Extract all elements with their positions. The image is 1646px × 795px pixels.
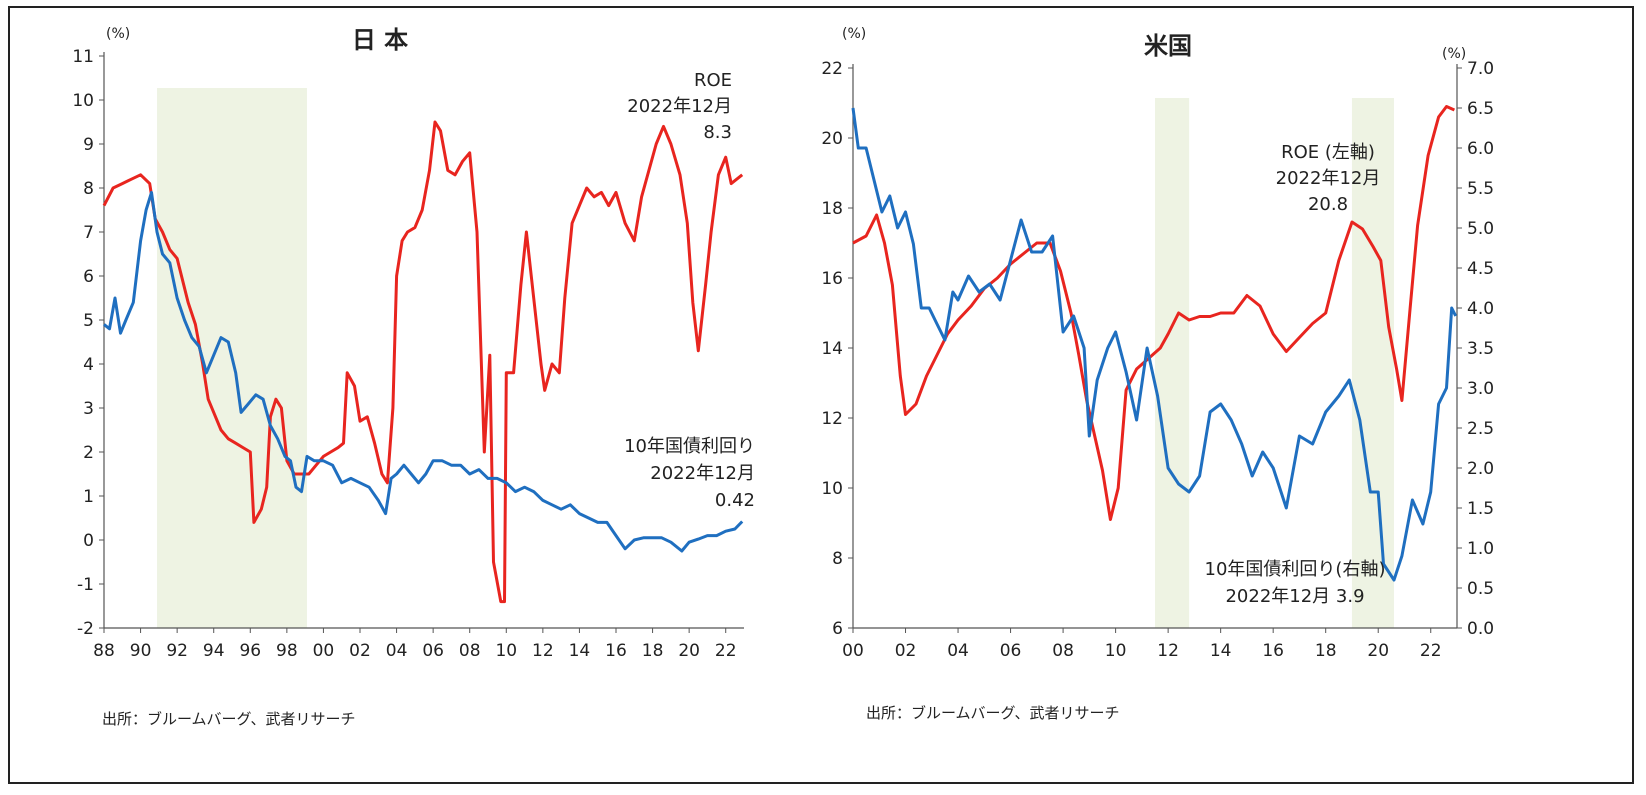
- us-roe-annotation: ROE (左軸) 2022年12月 20.8: [1276, 142, 1381, 215]
- series-line: [851, 107, 1458, 582]
- x-tick-label: 96: [239, 641, 261, 661]
- y-tick-label: 11: [72, 47, 94, 67]
- y-tick-label: -1: [77, 575, 94, 595]
- y-tick-label: 9: [83, 135, 94, 155]
- shaded-period: [1155, 98, 1190, 628]
- figure-frame: 11 10 9 8 7 6 5 4 3 2 1 0 -1 -2 88 90 92 94 96 98 00 02 04 06 0…: [8, 6, 1634, 784]
- shaded-period: [1351, 98, 1394, 628]
- y-tick-label: 3: [83, 399, 94, 419]
- annotation-line: 2022年12月: [1276, 168, 1381, 189]
- x-tick-label: 00: [313, 641, 335, 661]
- y-tick-label: 12: [821, 409, 843, 429]
- x-tick-label: 06: [422, 641, 444, 661]
- y-tick-label: 10: [72, 91, 94, 111]
- annotation-line: 2022年12月: [627, 96, 732, 117]
- x-tick-label: 12: [1157, 641, 1179, 661]
- x-tick-label: 02: [349, 641, 371, 661]
- y-tick-label: -2: [77, 619, 94, 639]
- x-tick-label: 08: [1052, 641, 1074, 661]
- y-tick-label: 2: [83, 443, 94, 463]
- x-tick-label: 02: [895, 641, 917, 661]
- y2-tick-label: 4.0: [1467, 299, 1494, 319]
- japan-y-unit: (%): [106, 26, 130, 42]
- x-tick-label: 20: [1367, 641, 1389, 661]
- x-tick-label: 94: [203, 641, 225, 661]
- annotation-line: 20.8: [1308, 194, 1348, 215]
- y2-tick-label: 7.0: [1467, 59, 1494, 79]
- x-tick-label: 00: [842, 641, 864, 661]
- y-tick-label: 0: [83, 531, 94, 551]
- annotation-line: 2022年12月: [650, 463, 755, 484]
- y2-tick-label: 5.5: [1467, 179, 1494, 199]
- annotation-line: 10年国債利回り: [624, 436, 755, 457]
- y-tick-label: 16: [821, 269, 843, 289]
- annotation-line: ROE (左軸): [1281, 142, 1375, 163]
- us-chart: 22 20 18 16 14 12 10 8 6 7.0 6.5 6.0 5.5 5.0 4.5 4.0 3.…: [821, 26, 1494, 722]
- y2-tick-label: 1.5: [1467, 499, 1494, 519]
- us-chart-title: 米国: [1144, 32, 1192, 60]
- series-line: [103, 190, 744, 553]
- y-tick-label: 5: [83, 311, 94, 331]
- y-tick-label: 20: [821, 129, 843, 149]
- x-tick-label: 10: [495, 641, 517, 661]
- us-y2-unit: (%): [1442, 46, 1466, 62]
- x-tick-label: 08: [459, 641, 481, 661]
- us-yield-annotation: 10年国債利回り(右軸) 2022年12月 3.9: [1205, 559, 1386, 607]
- annotation-line: 10年国債利回り(右軸): [1205, 559, 1386, 580]
- series-line: [102, 120, 744, 604]
- y-tick-label: 6: [832, 619, 843, 639]
- x-tick-label: 90: [130, 641, 152, 661]
- y2-tick-label: 0.0: [1467, 619, 1494, 639]
- x-tick-label: 12: [532, 641, 554, 661]
- y-tick-label: 8: [83, 179, 94, 199]
- y2-tick-label: 6.0: [1467, 139, 1494, 159]
- y2-tick-label: 2.0: [1467, 459, 1494, 479]
- us-y-unit: (%): [842, 26, 866, 42]
- y-tick-label: 10: [821, 479, 843, 499]
- annotation-line: ROE: [694, 70, 732, 91]
- x-tick-label: 22: [715, 641, 737, 661]
- y2-tick-label: 1.0: [1467, 539, 1494, 559]
- y-tick-label: 6: [83, 267, 94, 287]
- annotation-line: 0.42: [715, 490, 755, 511]
- x-tick-label: 10: [1105, 641, 1127, 661]
- x-tick-label: 06: [1000, 641, 1022, 661]
- x-tick-label: 14: [1210, 641, 1232, 661]
- japan-roe-annotation: ROE 2022年12月 8.3: [627, 70, 732, 143]
- annotation-line: 8.3: [703, 122, 732, 143]
- x-tick-label: 14: [569, 641, 591, 661]
- y2-tick-label: 3.5: [1467, 339, 1494, 359]
- x-tick-label: 88: [93, 641, 115, 661]
- y2-tick-label: 5.0: [1467, 219, 1494, 239]
- y-tick-label: 7: [83, 223, 94, 243]
- x-tick-label: 98: [276, 641, 298, 661]
- x-tick-label: 18: [1315, 641, 1337, 661]
- x-tick-label: 22: [1420, 641, 1442, 661]
- y2-tick-label: 0.5: [1467, 579, 1494, 599]
- annotation-line: 2022年12月 3.9: [1225, 586, 1364, 607]
- y-tick-label: 8: [832, 549, 843, 569]
- y-tick-label: 22: [821, 59, 843, 79]
- x-tick-label: 18: [642, 641, 664, 661]
- y-tick-label: 1: [83, 487, 94, 507]
- y2-tick-label: 4.5: [1467, 259, 1494, 279]
- x-tick-label: 04: [947, 641, 969, 661]
- japan-yield-annotation: 10年国債利回り 2022年12月 0.42: [624, 436, 755, 511]
- x-tick-label: 16: [1262, 641, 1284, 661]
- y-tick-label: 14: [821, 339, 843, 359]
- y2-tick-label: 3.0: [1467, 379, 1494, 399]
- x-tick-label: 92: [166, 641, 188, 661]
- x-tick-label: 16: [605, 641, 627, 661]
- japan-chart-title: 日 本: [352, 26, 408, 54]
- japan-source-note: 出所：ブルームバーグ、武者リサーチ: [102, 710, 356, 728]
- x-tick-label: 20: [678, 641, 700, 661]
- y2-tick-label: 6.5: [1467, 99, 1494, 119]
- x-tick-label: 04: [386, 641, 408, 661]
- y2-tick-label: 2.5: [1467, 419, 1494, 439]
- y-tick-label: 18: [821, 199, 843, 219]
- us-source-note: 出所：ブルームバーグ、武者リサーチ: [866, 704, 1120, 722]
- y-tick-label: 4: [83, 355, 94, 375]
